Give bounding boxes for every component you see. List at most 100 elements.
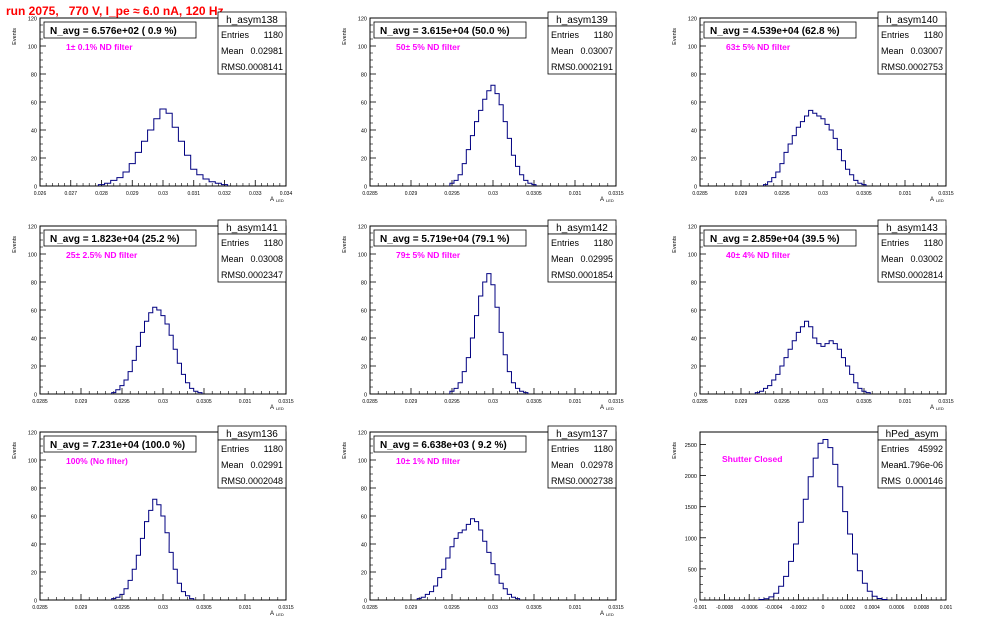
y-tick-label: 20 (31, 365, 37, 371)
stats-title: h_asym138 (226, 15, 278, 26)
y-tick-label: 20 (691, 365, 697, 371)
stats-key-entries: Entries (221, 238, 250, 248)
y-tick-label: 60 (691, 101, 697, 107)
x-tick-label: 0.0295 (774, 399, 790, 405)
x-tick-label: 0.0006 (889, 605, 905, 611)
panel-h_asym143 (699, 219, 947, 395)
y-tick-label: 60 (361, 515, 367, 521)
y-tick-label: 20 (31, 157, 37, 163)
stats-key-entries: Entries (221, 30, 250, 40)
filter-annotation: 40± 4% ND filter (726, 250, 791, 260)
x-tick-label: 0.0295 (444, 191, 460, 197)
x-tick-label: 0.029 (405, 399, 418, 405)
filter-annotation: 25± 2.5% ND filter (66, 250, 138, 260)
stats-key-rms: RMS (881, 476, 901, 486)
y-tick-label: 80 (361, 281, 367, 287)
stats-title: h_asym137 (556, 429, 608, 440)
stats-value-mean: 0.02995 (580, 254, 613, 264)
y-tick-label: 0 (694, 185, 697, 191)
histogram-series-h_asym139 (449, 84, 537, 186)
stats-box (217, 25, 287, 75)
stats-key-rms: RMS (551, 270, 571, 280)
stats-value-rms: 0.0002347 (240, 270, 283, 280)
y-tick-label: 80 (361, 487, 367, 493)
y-tick-label: 0 (364, 599, 367, 605)
navg-label: N_avg = 6.576e+02 ( 0.9 %) (50, 26, 177, 37)
panel-h_asym138 (39, 11, 287, 187)
stats-value-mean: 0.02978 (580, 460, 613, 470)
navg-label: N_avg = 3.615e+04 (50.0 %) (380, 26, 510, 37)
x-tick-label: 0.0004 (865, 605, 881, 611)
y-tick-label: 60 (691, 309, 697, 315)
navg-label: N_avg = 1.823e+04 (25.2 %) (50, 234, 180, 245)
stats-box (547, 25, 617, 75)
x-tick-label: 0.0315 (608, 399, 624, 405)
y-tick-label: 80 (31, 73, 37, 79)
filter-annotation: 63± 5% ND filter (726, 42, 791, 52)
histogram-series-h_asym137 (416, 518, 521, 600)
x-axis-label: A LED (600, 611, 614, 617)
y-tick-label: 40 (31, 543, 37, 549)
x-tick-label: 0.029 (405, 191, 418, 197)
x-tick-label: -0.0006 (741, 605, 758, 611)
histogram-series-h_asym142 (449, 273, 529, 394)
y-tick-label: 20 (361, 571, 367, 577)
stats-value-mean: 0.03008 (250, 254, 283, 264)
stats-value-rms: 0.0002738 (570, 476, 613, 486)
stats-key-mean: Mean (551, 254, 574, 264)
y-tick-label: 0 (364, 185, 367, 191)
stats-value-mean: 0.02981 (250, 46, 283, 56)
y-tick-label: 120 (358, 17, 367, 23)
x-tick-label: 0.034 (280, 191, 293, 197)
x-tick-label: 0.0285 (362, 399, 378, 405)
navg-label: N_avg = 4.539e+04 (62.8 %) (710, 26, 840, 37)
x-tick-label: 0.033 (249, 191, 262, 197)
stats-key-entries: Entries (881, 444, 910, 454)
y-tick-label: 80 (31, 487, 37, 493)
stats-value-mean: 0.03002 (910, 254, 943, 264)
stats-title: hPed_asym (886, 429, 939, 440)
y-tick-label: 100 (28, 45, 37, 51)
y-tick-label: 100 (358, 459, 367, 465)
stats-value-rms: 0.0002191 (570, 62, 613, 72)
stats-key-mean: Mean (221, 254, 244, 264)
x-tick-label: 0.0315 (278, 605, 294, 611)
y-axis-label: Events (342, 28, 348, 45)
filter-annotation: 100% (No filter) (66, 456, 128, 466)
y-tick-label: 0 (694, 599, 697, 605)
stats-value-rms: 0.0002753 (900, 62, 943, 72)
x-tick-label: 0.029 (735, 399, 748, 405)
y-tick-label: 120 (358, 431, 367, 437)
stats-value-entries: 1180 (594, 30, 613, 40)
stats-value-mean: -1.796e-06 (899, 460, 943, 470)
histogram-series-h_asym140 (763, 109, 867, 186)
x-tick-label: 0.029 (735, 191, 748, 197)
x-tick-label: 0.031 (569, 399, 582, 405)
stats-value-rms: 0.000146 (905, 476, 943, 486)
stats-value-mean: 0.02991 (250, 460, 283, 470)
filter-annotation: 10± 1% ND filter (396, 456, 461, 466)
x-tick-label: 0.0295 (444, 399, 460, 405)
y-axis-label: Events (12, 236, 18, 253)
x-axis-label: A LED (930, 197, 944, 203)
stats-key-rms: RMS (551, 476, 571, 486)
y-tick-label: 1000 (685, 536, 697, 542)
stats-key-mean: Mean (221, 460, 244, 470)
x-tick-label: 0.0285 (692, 399, 708, 405)
x-tick-label: 0.03 (488, 399, 498, 405)
stats-title: h_asym142 (556, 223, 608, 234)
stats-value-entries: 1180 (264, 444, 283, 454)
stats-box (877, 233, 947, 283)
stats-value-entries: 1180 (264, 30, 283, 40)
y-tick-label: 120 (688, 225, 697, 231)
stats-value-rms: 0.0002814 (900, 270, 943, 280)
x-tick-label: 0.0285 (692, 191, 708, 197)
filter-annotation: 79± 5% ND filter (396, 250, 461, 260)
stats-title: h_asym141 (226, 223, 278, 234)
stats-value-rms: 0.0008141 (240, 62, 283, 72)
x-tick-label: 0.032 (218, 191, 231, 197)
stats-title: h_asym136 (226, 429, 278, 440)
y-tick-label: 120 (358, 225, 367, 231)
y-tick-label: 100 (28, 253, 37, 259)
x-tick-label: 0.031 (239, 605, 252, 611)
